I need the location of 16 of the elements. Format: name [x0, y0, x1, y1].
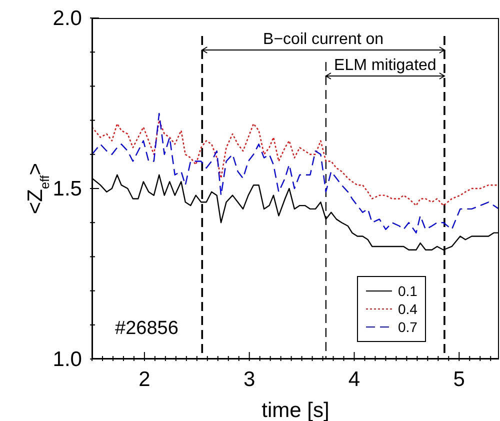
x-tick-label: 2 [138, 368, 150, 391]
y-tick-label: 1.0 [52, 348, 82, 371]
x-tick-label: 3 [244, 368, 256, 391]
x-tick-label: 4 [348, 368, 360, 391]
annotation: ELM mitigated [334, 57, 436, 74]
legend-label: 0.1 [398, 283, 418, 299]
line-series [92, 112, 499, 234]
x-tick-label: 5 [453, 368, 465, 391]
legend-label: 0.7 [398, 319, 418, 335]
line-series [92, 120, 499, 206]
y-tick-label: 2.0 [52, 7, 82, 30]
legend-label: 0.4 [398, 301, 418, 317]
y-tick-label: 1.5 [52, 178, 82, 200]
annotation: B−coil current on [263, 31, 384, 48]
x-axis-title: time [s] [262, 399, 330, 421]
annotation: #26856 [115, 318, 178, 340]
